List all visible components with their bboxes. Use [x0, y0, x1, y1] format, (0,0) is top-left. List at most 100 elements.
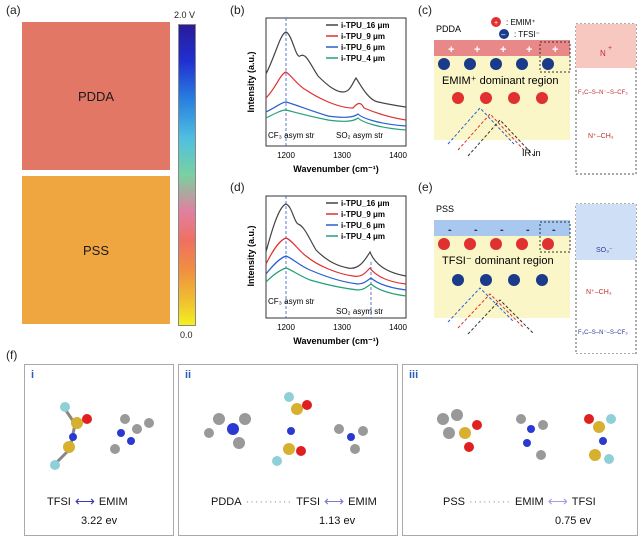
ion-marker [536, 274, 548, 286]
ir-beam-black [467, 119, 535, 157]
double-arrow-icon: ⟷ [324, 493, 345, 509]
pss-label: PSS [443, 495, 466, 508]
series-4um [265, 109, 407, 131]
tfsi-label: TFSI [47, 495, 71, 508]
cation-legend-icon [491, 17, 501, 27]
pdda-layer-label: PDDA [436, 24, 461, 34]
dotted-connector: ········· [469, 495, 511, 508]
pss-layer-signs: ----- [448, 224, 556, 236]
ion-row [438, 58, 554, 104]
ion-marker [516, 238, 528, 250]
interaction-pair-ii: PDDA ·········· TFSI ⟷ EMIM [211, 493, 377, 510]
xtick-1300: 1300 [333, 151, 351, 160]
ion-marker [542, 58, 554, 70]
dotted-connector: ·········· [245, 495, 293, 508]
legend-entry: i-TPU_6 μm [341, 43, 385, 52]
double-arrow-icon: ⟷ [547, 493, 568, 509]
anion-legend-icon [499, 29, 509, 39]
pdda-layer-signs: + + + + + [448, 44, 558, 56]
pss-layer-label: PSS [436, 204, 454, 214]
ion-marker [490, 58, 502, 70]
layer-charge-sign: - [448, 224, 452, 236]
tfsi-label: TFSI [571, 495, 596, 508]
pdda-potential-map: PDDA [22, 22, 170, 170]
ion-marker [508, 92, 520, 104]
roman-i: i [31, 369, 35, 381]
ion-marker [542, 238, 554, 250]
roman-iii: iii [409, 369, 419, 381]
inset-pdda-zone [576, 24, 636, 68]
ion-marker [452, 92, 464, 104]
binding-energy-i: 3.22 ev [81, 515, 118, 527]
pss-map-label: PSS [82, 242, 109, 258]
series-6um [265, 101, 407, 127]
ion-marker [464, 58, 476, 70]
dft-panel-i: i TFSI ⟷ EMIM 3.22 ev [24, 364, 174, 536]
emim-structure: N⁺–CH₃ [588, 133, 614, 140]
ion-marker [490, 238, 502, 250]
x-axis-label: Wavenumber (cm⁻¹) [293, 336, 378, 346]
ion-marker [464, 238, 476, 250]
emim-label: EMIM [348, 495, 377, 508]
series-9um [265, 71, 407, 121]
legend-entry: i-TPU_16 μm [341, 21, 389, 30]
series-6um [265, 255, 407, 291]
series-4um [265, 267, 407, 297]
plot-frame [265, 195, 407, 319]
ir-beam-blue [447, 107, 515, 145]
layer-charge-sign: + [526, 44, 532, 56]
anion-legend-label: : TFSI⁻ [514, 30, 540, 39]
panel-label-d: (d) [230, 180, 245, 194]
panel-label-c: (c) [418, 3, 432, 17]
legend-entry: i-TPU_4 μm [341, 232, 385, 241]
layer-charge-sign: - [526, 224, 530, 236]
dft-panel-iii: iii PSS ········· EMIM ⟷ TFSI 0.75 ev [402, 364, 638, 536]
pdda-layer [434, 40, 570, 56]
pss-layer [434, 220, 570, 236]
cation-legend-label: : EMIM⁺ [506, 18, 536, 27]
colorbar-max: 2.0 V [174, 10, 196, 20]
ir-beam-blue [447, 287, 515, 323]
pdda-map-label: PDDA [77, 88, 115, 104]
layer-charge-sign: + [474, 44, 480, 56]
panel-label-a: (a) [6, 3, 21, 17]
pss-potential-map: PSS [22, 176, 170, 324]
layer-charge-sign: + [552, 44, 558, 56]
series-16um [265, 203, 407, 277]
so2-annotation: SO₂ asym str [336, 307, 383, 316]
double-arrow-icon: ⟷ [74, 493, 95, 509]
ion-marker [452, 274, 464, 286]
emim-label: EMIM [514, 495, 544, 508]
legend-d: i-TPU_16 μm i-TPU_9 μm i-TPU_6 μm i-TPU_4 μ… [326, 199, 389, 241]
colorbar [178, 24, 196, 326]
xtick-1300: 1300 [333, 323, 351, 332]
plot-frame [265, 17, 407, 147]
so3-label: SO₃⁻ [596, 247, 613, 254]
legend-entry: i-TPU_9 μm [341, 210, 385, 219]
legend-b: i-TPU_16 μm i-TPU_9 μm i-TPU_6 μm i-TPU_4 μ… [326, 21, 389, 63]
ion-marker [480, 274, 492, 286]
anion-legend-sign: – [501, 30, 506, 39]
xtick-1400: 1400 [389, 151, 407, 160]
ion-marker [516, 58, 528, 70]
layer-charge-sign: - [474, 224, 478, 236]
zoom-box [539, 41, 571, 73]
ftir-chart-b: i-TPU_16 μm i-TPU_9 μm i-TPU_6 μm i-TPU_4 μ… [246, 17, 407, 174]
interaction-pair-i: TFSI ⟷ EMIM [47, 493, 128, 510]
xtick-1400: 1400 [389, 323, 407, 332]
roman-ii: ii [185, 369, 192, 381]
ion-marker [438, 238, 450, 250]
binding-energy-iii: 0.75 ev [555, 515, 592, 527]
tfsi-structure: F₃C–S–N⁻–S–CF₃ [578, 330, 628, 336]
ion-marker [508, 274, 520, 286]
inset-pss-zone [576, 204, 636, 260]
so2-annotation: SO₂ asym str [336, 131, 383, 140]
cation-legend-sign: + [494, 20, 498, 27]
cf3-annotation: CF₃ asym str [268, 131, 315, 140]
legend-entry: i-TPU_6 μm [341, 221, 385, 230]
legend-entry: i-TPU_16 μm [341, 199, 389, 208]
tfsi-region-label: TFSI⁻ dominant region [442, 255, 554, 267]
y-axis-label: Intensity (a.u.) [246, 51, 256, 112]
legend-entry: i-TPU_9 μm [341, 32, 385, 41]
panel-label-f: (f) [6, 348, 18, 362]
